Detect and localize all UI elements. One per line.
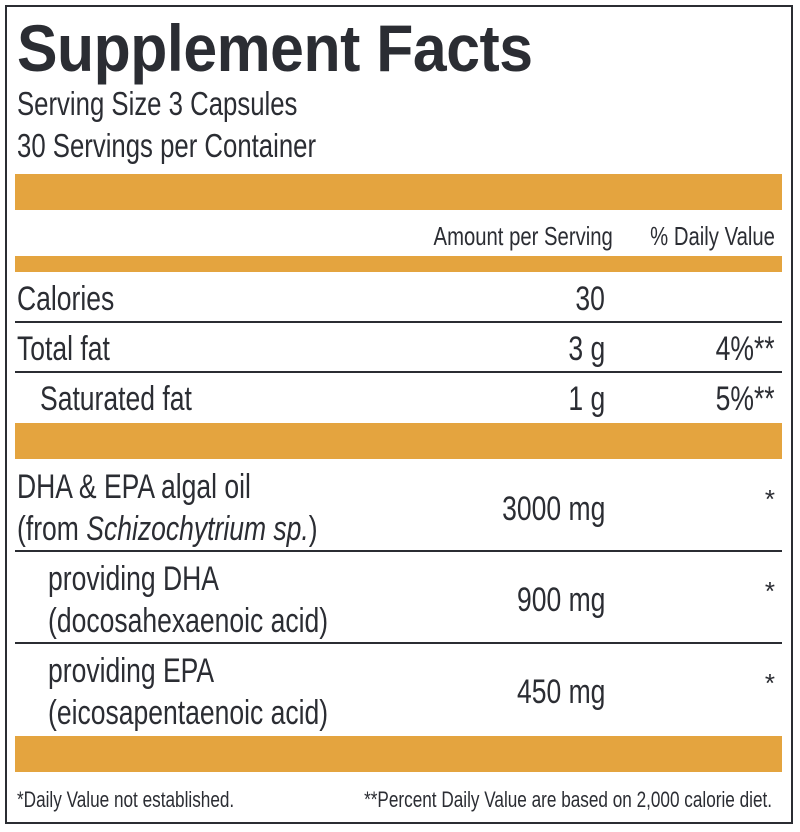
label-title: Supplement Facts — [17, 8, 577, 88]
footnote-percent-dv: **Percent Daily Value are based on 2,000… — [249, 786, 772, 814]
ingredient-line1: DHA & EPA algal oil — [17, 468, 251, 506]
ingredient-dv: * — [764, 668, 775, 698]
row-divider — [15, 642, 782, 644]
nutrient-dv: 4%** — [716, 330, 775, 368]
ingredient-amount-epa: 450 mg — [492, 671, 605, 713]
nutrient-name-total-fat: Total fat — [17, 328, 136, 370]
source-species: Schizochytrium sp. — [86, 510, 309, 548]
row-divider — [15, 550, 782, 552]
daily-value-header: % Daily Value — [615, 220, 775, 252]
nutrient-name: Saturated fat — [40, 380, 192, 418]
ingredient-name-algal-oil: DHA & EPA algal oil — [17, 466, 317, 508]
row-divider — [15, 371, 782, 373]
supplement-facts-panel — [5, 5, 793, 824]
amount-per-serving-header: Amount per Serving — [383, 220, 613, 252]
ingredient-amount: 3000 mg — [501, 490, 605, 528]
nutrient-dv-total-fat: 4%** — [699, 328, 775, 370]
divider-bar-thin — [15, 256, 782, 272]
source-suffix: ) — [308, 510, 318, 548]
serving-size-text: Serving Size 3 Capsules — [17, 85, 298, 122]
ingredient-line1: providing DHA — [48, 560, 219, 598]
servings-per-container-text: 30 Servings per Container — [17, 127, 317, 164]
source-prefix: (from — [17, 510, 87, 548]
servings-per-container: 30 Servings per Container — [17, 126, 400, 166]
nutrient-amount: 3 g — [568, 330, 605, 368]
ingredient-line2: (docosahexaenoic acid) — [48, 602, 329, 640]
nutrient-name: Total fat — [17, 330, 110, 368]
serving-size: Serving Size 3 Capsules — [17, 84, 377, 124]
amount-header-text: Amount per Serving — [433, 221, 613, 251]
nutrient-name-saturated-fat: Saturated fat — [40, 378, 235, 420]
ingredient-source-algal-oil: (from Schizochytrium sp.) — [17, 508, 402, 550]
title-text: Supplement Facts — [17, 11, 533, 85]
nutrient-amount-total-fat: 3 g — [558, 328, 605, 370]
ingredient-name-epa: providing EPA — [48, 650, 261, 692]
footnote-text: **Percent Daily Value are based on 2,000… — [364, 787, 772, 812]
ingredient-desc-epa: (eicosapentaenoic acid) — [48, 692, 407, 734]
nutrient-name: Calories — [17, 280, 115, 318]
ingredient-dv-epa: * — [765, 668, 775, 698]
dv-header-text: % Daily Value — [650, 221, 775, 251]
ingredient-line2: (eicosapentaenoic acid) — [48, 694, 329, 732]
ingredient-dv-algal-oil: * — [765, 484, 775, 514]
ingredient-amount-dha: 900 mg — [492, 579, 605, 621]
ingredient-line1: providing EPA — [48, 652, 215, 690]
ingredient-dv: * — [764, 576, 775, 606]
nutrient-dv-saturated-fat: 5%** — [699, 378, 775, 420]
ingredient-dv-dha: * — [765, 576, 775, 606]
ingredient-amount: 900 mg — [516, 581, 605, 619]
divider-bar-thick — [15, 736, 782, 772]
footnote-text: *Daily Value not established. — [17, 787, 235, 812]
nutrient-amount-saturated-fat: 1 g — [558, 378, 605, 420]
ingredient-amount: 450 mg — [516, 673, 605, 711]
nutrient-amount: 1 g — [568, 380, 605, 418]
footnote-dv-not-established: *Daily Value not established. — [17, 786, 295, 814]
nutrient-amount: 30 — [575, 280, 605, 318]
nutrient-amount-calories: 30 — [567, 278, 605, 320]
ingredient-name-dha: providing DHA — [48, 558, 267, 600]
nutrient-name-calories: Calories — [17, 278, 142, 320]
row-divider — [15, 321, 782, 323]
ingredient-dv: * — [764, 484, 775, 514]
ingredient-desc-dha: (docosahexaenoic acid) — [48, 600, 407, 642]
divider-bar-thick — [15, 174, 782, 210]
divider-bar-thick — [15, 423, 782, 459]
ingredient-amount-algal-oil: 3000 mg — [473, 488, 605, 530]
nutrient-dv: 5%** — [716, 380, 775, 418]
ingredient-line2: (from Schizochytrium sp.) — [17, 508, 318, 550]
